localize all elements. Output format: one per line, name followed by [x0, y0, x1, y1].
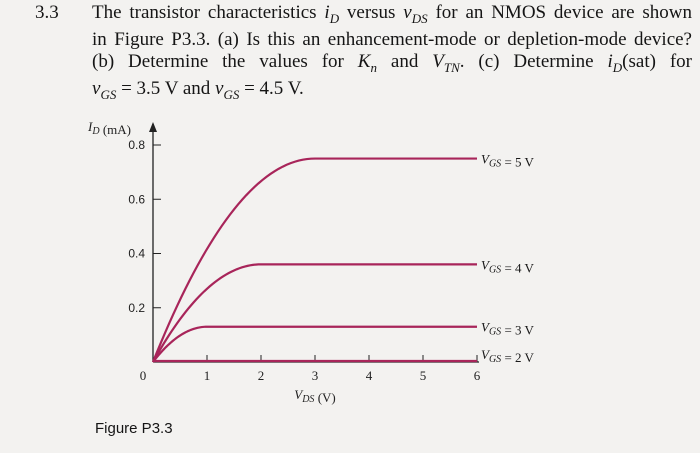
x-axis-label: VDS (V) [294, 387, 335, 405]
problem-number: 3.3 [35, 2, 59, 23]
x-tick-label: 0 [140, 368, 147, 383]
y-tick-label: 0.6 [128, 192, 145, 206]
problem-statement: The transistor characteristics iD versus… [92, 2, 692, 105]
y-axis-arrow [149, 122, 157, 132]
x-tick-label: 6 [474, 368, 481, 383]
series-label-3: VGS = 3 V [481, 320, 535, 338]
curve-series-3 [152, 325, 477, 363]
figure-caption: Figure P3.3 [95, 420, 173, 437]
y-tick-label: 0.8 [128, 138, 145, 152]
chart-labels: VGS = 5 V VGS = 4 V VGS = 3 V VGS = 2 V [481, 152, 535, 365]
y-tick-label: 0.2 [128, 301, 145, 315]
problem-line-4: vGS = 3.5 V and vGS = 4.5 V. [92, 78, 304, 102]
problem-line-1: The transistor characteristics iD versus… [92, 2, 692, 26]
problem-line-2: in Figure P3.3. (a) Is this an enhanceme… [92, 29, 692, 51]
series-label-1: VGS = 5 V [481, 152, 535, 170]
x-tick-label: 5 [420, 368, 427, 383]
x-tick-label: 1 [204, 368, 211, 383]
series-label-2: VGS = 4 V [481, 257, 535, 275]
chart-curves [151, 157, 477, 363]
y-tick-label: 0.4 [128, 247, 145, 261]
series-label-4: VGS = 2 V [481, 347, 535, 365]
curve-series-1 [151, 157, 477, 363]
y-axis-label: ID (mA) [87, 119, 131, 137]
problem-line-3: (b) Determine the values for Kn and VTN.… [92, 50, 692, 75]
x-tick-label: 2 [258, 368, 265, 383]
curve-series-2 [152, 263, 477, 363]
x-tick-label: 4 [366, 368, 373, 383]
x-tick-label: 3 [312, 368, 319, 383]
